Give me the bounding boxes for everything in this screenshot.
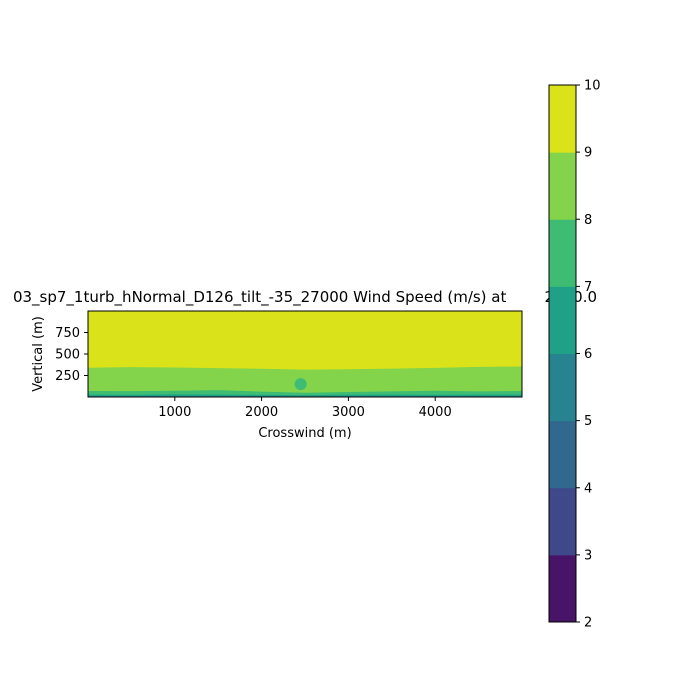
x-tick-label: 2000 xyxy=(245,405,278,420)
x-tick-label: 1000 xyxy=(158,405,191,420)
turbine-wake-region xyxy=(294,378,307,391)
colorbar-segment xyxy=(549,286,576,354)
chart-title: 03_sp7_1turb_hNormal_D126_tilt_-35_27000… xyxy=(13,288,597,307)
y-tick-label: 250 xyxy=(55,369,80,384)
y-axis-label: Vertical (m) xyxy=(31,316,46,392)
colorbar-segment xyxy=(549,420,576,489)
y-tick-label: 500 xyxy=(55,348,80,363)
contour-plot-area xyxy=(88,311,522,397)
colorbar-segment xyxy=(549,85,576,153)
x-axis-ticks: 1000 2000 3000 4000 xyxy=(158,397,452,420)
colorbar-tick-label: 3 xyxy=(584,548,592,563)
colorbar-tick-label: 10 xyxy=(584,79,601,94)
colorbar-segment xyxy=(549,219,576,287)
colorbar-segment xyxy=(549,487,576,556)
colorbar-tick-label: 7 xyxy=(584,280,592,295)
colorbar xyxy=(549,85,576,623)
y-axis-ticks: 250 500 750 xyxy=(55,326,88,384)
colorbar-tick-label: 6 xyxy=(584,347,592,362)
colorbar-tick-label: 5 xyxy=(584,414,592,429)
colorbar-segment xyxy=(549,554,576,623)
colorbar-tick-label: 8 xyxy=(584,213,592,228)
x-tick-label: 4000 xyxy=(419,405,452,420)
colorbar-ticks: 2 3 4 5 6 7 8 9 10 xyxy=(576,79,601,631)
colorbar-segment xyxy=(549,152,576,220)
colorbar-segment xyxy=(549,353,576,422)
colorbar-tick-label: 2 xyxy=(584,616,592,631)
x-axis-label: Crosswind (m) xyxy=(258,426,351,441)
y-tick-label: 750 xyxy=(55,326,80,341)
colorbar-tick-label: 9 xyxy=(584,146,592,161)
x-tick-label: 3000 xyxy=(332,405,365,420)
colorbar-tick-label: 4 xyxy=(584,481,592,496)
colorbar-frame xyxy=(548,84,577,623)
